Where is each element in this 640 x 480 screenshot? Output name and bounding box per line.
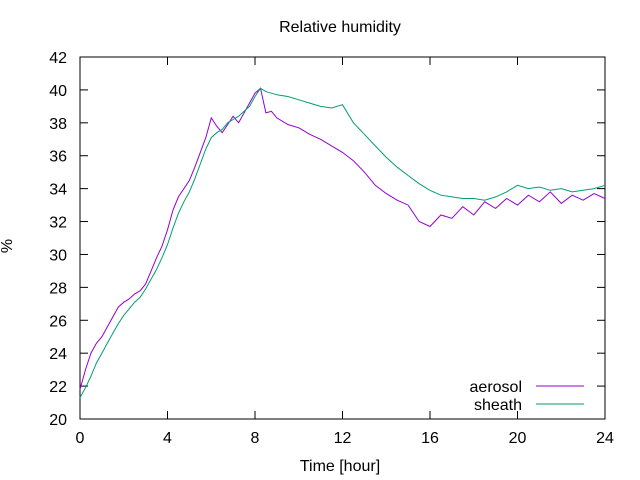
- x-tick-label: 24: [596, 430, 614, 447]
- y-tick-label: 40: [49, 83, 67, 100]
- x-tick-label: 12: [334, 430, 352, 447]
- x-tick-label: 20: [509, 430, 527, 447]
- series-lines: [79, 87, 606, 398]
- y-tick-label: 38: [49, 116, 67, 133]
- y-axis-label: %: [0, 239, 16, 253]
- x-tick-label: 8: [251, 430, 260, 447]
- y-tick-label: 42: [49, 50, 67, 67]
- y-tick-label: 28: [49, 280, 67, 297]
- x-axis-label: Time [hour]: [300, 458, 380, 475]
- series-line-sheath: [79, 87, 606, 398]
- y-tick-label: 20: [49, 412, 67, 429]
- y-tick-label: 36: [49, 149, 67, 166]
- y-tick-label: 34: [49, 182, 67, 199]
- x-tick-label: 4: [163, 430, 172, 447]
- y-tick-label: 24: [49, 346, 67, 363]
- chart-title: Relative humidity: [279, 19, 401, 36]
- plot-frame: [79, 56, 606, 420]
- x-axis-ticks: 0 4 8 12 16 20 24: [76, 57, 614, 447]
- y-tick-label: 26: [49, 313, 67, 330]
- y-axis-ticks: 20 22 24 26 28 30 32 34 36 38 40 42: [49, 50, 605, 429]
- x-tick-label: 16: [421, 430, 439, 447]
- y-tick-label: 32: [49, 215, 67, 232]
- y-tick-label: 22: [49, 379, 67, 396]
- legend-label-aerosol: aerosol: [470, 379, 522, 396]
- x-tick-label: 0: [76, 430, 85, 447]
- series-line-aerosol: [79, 87, 606, 390]
- y-tick-label: 30: [49, 247, 67, 264]
- legend-label-sheath: sheath: [474, 397, 522, 414]
